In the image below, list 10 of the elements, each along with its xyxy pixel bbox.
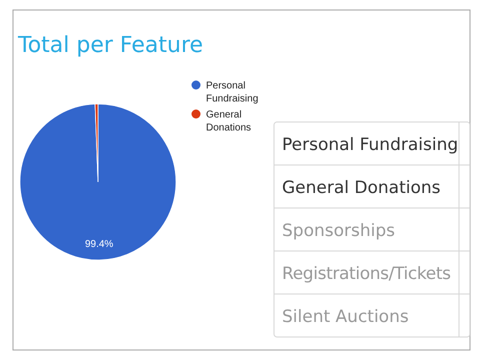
data-label: 99.4% [84,238,114,250]
category-label: Personal Fundraising [282,135,458,155]
category-label: Registrations/Tickets [282,264,452,284]
legend-label: General Donations [206,110,252,134]
chart-title: Total per Feature [17,33,204,58]
legend-label: Personal Fundraising [206,80,258,104]
category-label: Sponsorships [282,221,396,241]
category-label: Silent Auctions [282,307,409,327]
pie-slice [20,104,176,260]
category-label: General Donations [282,178,441,198]
